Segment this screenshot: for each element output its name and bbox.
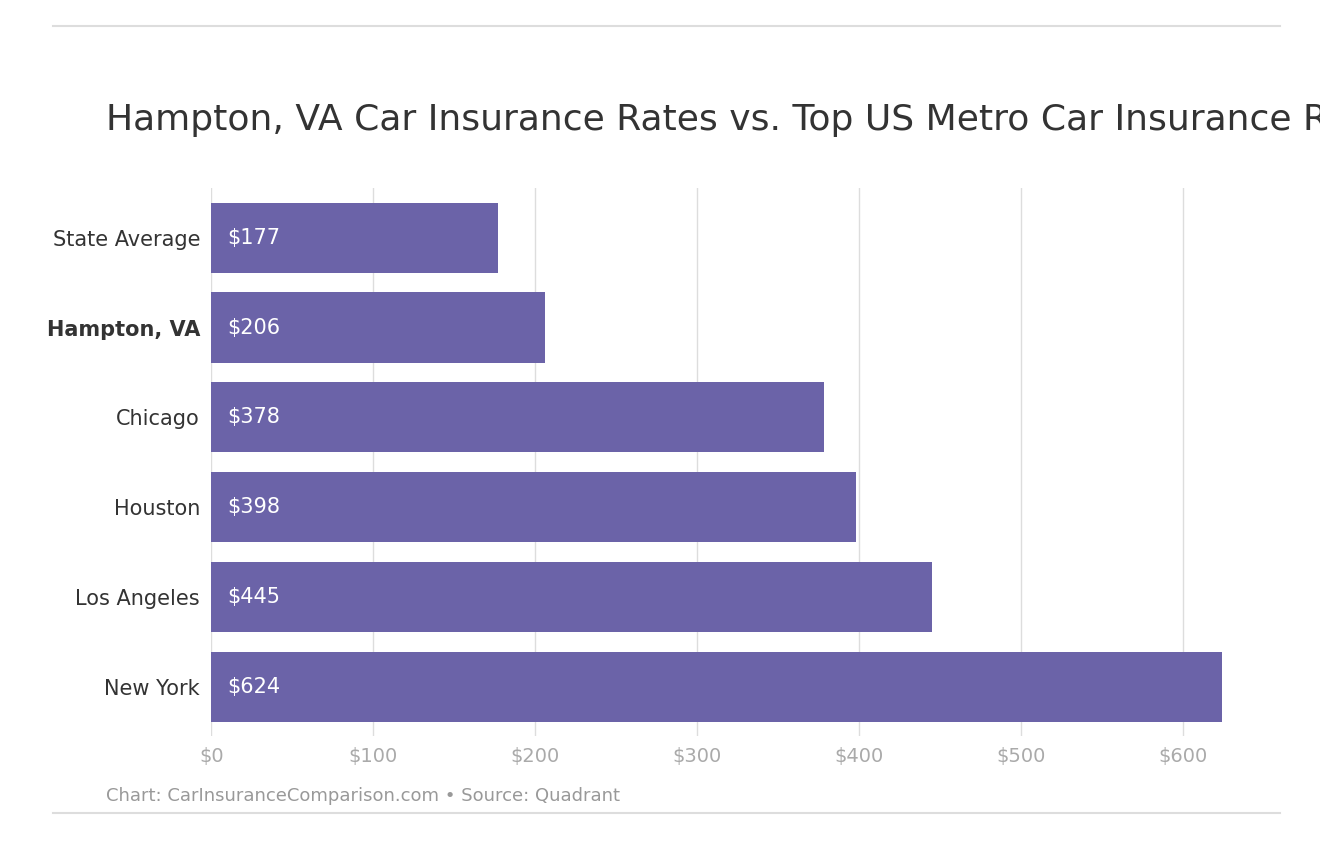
Bar bbox=[211, 651, 1222, 722]
Text: $206: $206 bbox=[227, 318, 281, 337]
Bar bbox=[211, 203, 498, 273]
Bar bbox=[211, 473, 855, 542]
Text: $445: $445 bbox=[227, 587, 280, 607]
Text: $378: $378 bbox=[227, 407, 280, 427]
Bar bbox=[211, 383, 824, 452]
Text: $398: $398 bbox=[227, 497, 280, 517]
Text: Hampton, VA Car Insurance Rates vs. Top US Metro Car Insurance Rates: Hampton, VA Car Insurance Rates vs. Top … bbox=[106, 103, 1320, 137]
Bar bbox=[211, 293, 545, 363]
Bar bbox=[211, 562, 932, 632]
Text: $177: $177 bbox=[227, 228, 280, 247]
Text: Chart: CarInsuranceComparison.com • Source: Quadrant: Chart: CarInsuranceComparison.com • Sour… bbox=[106, 787, 619, 805]
Text: $624: $624 bbox=[227, 677, 281, 697]
